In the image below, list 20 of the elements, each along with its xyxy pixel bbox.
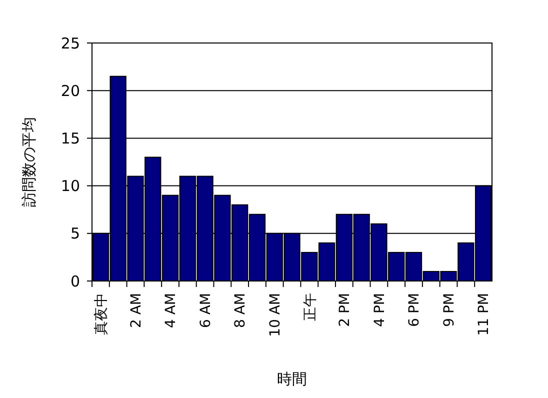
x-tick-label: 8 AM — [232, 293, 249, 328]
y-tick-label: 20 — [60, 82, 80, 100]
x-tick-label: 2 PM — [337, 293, 354, 327]
y-tick-label: 15 — [60, 129, 80, 148]
x-tick-label: 6 PM — [406, 293, 423, 327]
y-tick-label: 5 — [70, 224, 80, 243]
x-tick-label: 9 PM — [441, 293, 458, 327]
x-tick-label: 10 AM — [268, 293, 284, 337]
y-axis-title: 訪問数の平均 — [20, 117, 38, 207]
y-tick-label: 0 — [70, 272, 80, 290]
y-tick-label: 25 — [60, 34, 80, 52]
x-tick-label: 4 AM — [163, 293, 180, 328]
x-tick-label: 4 PM — [372, 293, 388, 327]
x-tick-label: 6 AM — [198, 293, 214, 328]
x-axis-title: 時間 — [277, 370, 307, 388]
x-tick-label: 2 AM — [128, 293, 144, 328]
x-tick-label: 正午 — [302, 293, 318, 321]
y-tick-label: 10 — [60, 177, 80, 196]
x-tick-label: 真夜中 — [94, 293, 110, 335]
x-tick-label: 11 PM — [476, 293, 492, 336]
